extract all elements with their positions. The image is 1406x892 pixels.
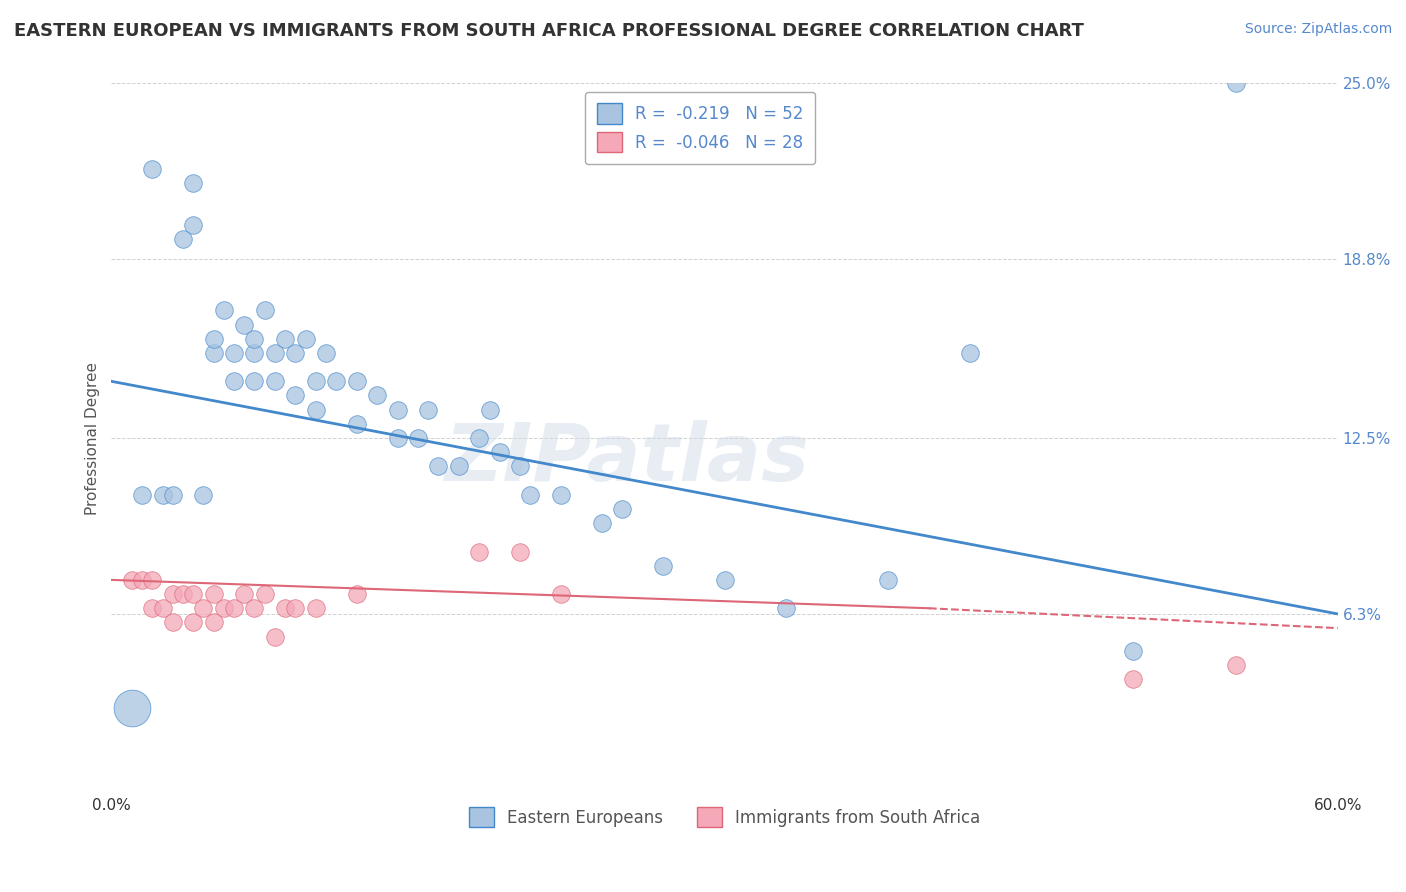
Point bbox=[172, 587, 194, 601]
Point bbox=[264, 374, 287, 388]
Point bbox=[305, 402, 328, 417]
Point bbox=[222, 601, 245, 615]
Point bbox=[775, 601, 797, 615]
Legend: Eastern Europeans, Immigrants from South Africa: Eastern Europeans, Immigrants from South… bbox=[463, 800, 987, 834]
Point bbox=[612, 502, 634, 516]
Point bbox=[294, 332, 316, 346]
Point bbox=[202, 587, 225, 601]
Point bbox=[284, 346, 307, 360]
Point bbox=[233, 587, 256, 601]
Point bbox=[181, 219, 204, 233]
Point bbox=[959, 346, 981, 360]
Point bbox=[152, 601, 174, 615]
Point bbox=[418, 402, 440, 417]
Point bbox=[181, 176, 204, 190]
Point bbox=[284, 601, 307, 615]
Text: EASTERN EUROPEAN VS IMMIGRANTS FROM SOUTH AFRICA PROFESSIONAL DEGREE CORRELATION: EASTERN EUROPEAN VS IMMIGRANTS FROM SOUT… bbox=[14, 22, 1084, 40]
Point bbox=[253, 587, 276, 601]
Point bbox=[591, 516, 613, 530]
Point bbox=[141, 573, 163, 587]
Point bbox=[264, 630, 287, 644]
Point bbox=[447, 459, 470, 474]
Point bbox=[264, 346, 287, 360]
Text: Source: ZipAtlas.com: Source: ZipAtlas.com bbox=[1244, 22, 1392, 37]
Point bbox=[468, 544, 491, 558]
Point bbox=[652, 558, 675, 573]
Point bbox=[193, 601, 215, 615]
Point bbox=[488, 445, 510, 459]
Point bbox=[243, 601, 266, 615]
Point bbox=[305, 601, 328, 615]
Point bbox=[366, 388, 388, 402]
Point bbox=[550, 488, 572, 502]
Point bbox=[387, 402, 409, 417]
Point bbox=[141, 601, 163, 615]
Point bbox=[274, 332, 297, 346]
Point bbox=[233, 318, 256, 332]
Point bbox=[406, 431, 429, 445]
Point bbox=[162, 615, 184, 630]
Point bbox=[243, 374, 266, 388]
Point bbox=[346, 374, 368, 388]
Point bbox=[131, 573, 153, 587]
Point bbox=[202, 615, 225, 630]
Point bbox=[325, 374, 347, 388]
Point bbox=[468, 431, 491, 445]
Point bbox=[387, 431, 409, 445]
Point bbox=[222, 374, 245, 388]
Point bbox=[121, 573, 143, 587]
Point bbox=[202, 346, 225, 360]
Point bbox=[243, 332, 266, 346]
Point bbox=[152, 488, 174, 502]
Point bbox=[212, 303, 235, 318]
Point bbox=[509, 459, 531, 474]
Point bbox=[162, 488, 184, 502]
Point bbox=[121, 700, 143, 714]
Point bbox=[550, 587, 572, 601]
Point bbox=[1122, 672, 1144, 686]
Point bbox=[181, 587, 204, 601]
Point bbox=[1122, 644, 1144, 658]
Point bbox=[243, 346, 266, 360]
Point bbox=[1225, 658, 1247, 673]
Y-axis label: Professional Degree: Professional Degree bbox=[86, 361, 100, 515]
Point bbox=[305, 374, 328, 388]
Point bbox=[713, 573, 735, 587]
Point bbox=[222, 346, 245, 360]
Point bbox=[519, 488, 541, 502]
Point bbox=[509, 544, 531, 558]
Point bbox=[253, 303, 276, 318]
Point bbox=[212, 601, 235, 615]
Point bbox=[202, 332, 225, 346]
Point bbox=[141, 161, 163, 176]
Point bbox=[284, 388, 307, 402]
Point bbox=[131, 488, 153, 502]
Point bbox=[877, 573, 900, 587]
Point bbox=[478, 402, 501, 417]
Point bbox=[181, 615, 204, 630]
Point bbox=[193, 488, 215, 502]
Point bbox=[315, 346, 337, 360]
Point bbox=[274, 601, 297, 615]
Point bbox=[346, 587, 368, 601]
Point bbox=[346, 417, 368, 431]
Point bbox=[427, 459, 450, 474]
Point bbox=[172, 232, 194, 246]
Text: ZIPatlas: ZIPatlas bbox=[444, 420, 808, 499]
Point bbox=[162, 587, 184, 601]
Point bbox=[1225, 77, 1247, 91]
